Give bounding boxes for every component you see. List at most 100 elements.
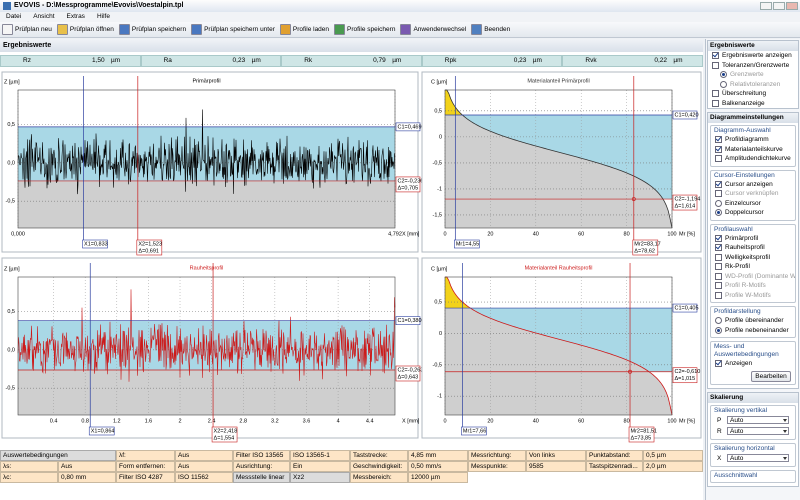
condition-cell: λf: bbox=[116, 450, 175, 461]
dropdown[interactable]: Auto bbox=[727, 454, 789, 462]
param-cell: Rk 0,79 µm bbox=[281, 55, 422, 67]
section-header: Diagrammeinstellungen bbox=[708, 113, 798, 123]
chart-title: Rauheitsprofil bbox=[190, 265, 224, 271]
condition-cell: Xz2 bbox=[290, 472, 350, 483]
checkbox-option[interactable]: Welligkeitsprofil bbox=[711, 253, 795, 263]
checkbox-option[interactable]: Primärprofil bbox=[711, 234, 795, 244]
x-tick-label: 3.2 bbox=[271, 418, 279, 424]
condition-cell: Geschwindigkeit: bbox=[350, 461, 408, 472]
checkbox-option[interactable]: Rk-Profil bbox=[711, 262, 795, 272]
chart-title: Materialanteil Primärprofil bbox=[527, 78, 589, 84]
condition-cell: Aus bbox=[175, 450, 233, 461]
y-tick-label: -1,5 bbox=[433, 212, 442, 218]
group-title: Diagramm-Auswahl bbox=[714, 127, 771, 134]
x-tick-label: 0,000 bbox=[11, 231, 25, 237]
cursor-label-box bbox=[672, 110, 698, 120]
toolbar-button[interactable]: Anwenderwechsel bbox=[400, 24, 466, 35]
close-button[interactable] bbox=[786, 2, 798, 10]
checkbox-option[interactable]: Cursor anzeigen bbox=[711, 180, 795, 190]
y-tick-label: 0,5 bbox=[7, 309, 15, 315]
settings-group: Diagramm-Auswahl Profildiagramm Materialan… bbox=[710, 125, 796, 167]
checkbox bbox=[712, 61, 719, 69]
checkbox-option[interactable]: Anzeigen bbox=[711, 359, 795, 369]
cursor-label-box bbox=[672, 303, 698, 313]
material-area bbox=[445, 90, 672, 228]
param-cell: Rvk 0,22 µm bbox=[562, 55, 703, 67]
condition-cell: 4,85 mm bbox=[408, 450, 468, 461]
y-tick-label: 0,5 bbox=[434, 300, 442, 306]
condition-cell: 0,80 mm bbox=[58, 472, 116, 483]
radio-option[interactable]: Profile nebeneinander bbox=[711, 326, 795, 336]
settings-group: Ausschnittwahl bbox=[710, 469, 796, 483]
condition-cell: ISO 11562 bbox=[175, 472, 233, 483]
x-tick-label: 40 bbox=[533, 231, 539, 237]
scale-row: R Auto bbox=[711, 426, 795, 437]
cursor-label-box bbox=[395, 122, 421, 132]
checkbox-option[interactable]: Materialanteilskurve bbox=[711, 145, 795, 155]
toolbar-button[interactable]: Prüfplan öffnen bbox=[56, 24, 114, 35]
menu-item[interactable]: Ansicht bbox=[33, 13, 55, 20]
radio-option[interactable]: Profile übereinander bbox=[711, 316, 795, 326]
option-label: Balkenanzeige bbox=[722, 99, 765, 107]
cursor-delta-label: Δ=78,62 bbox=[634, 248, 655, 254]
toolbar-label: Profile laden bbox=[292, 26, 330, 33]
plot-frame bbox=[17, 89, 396, 229]
toolbar-button[interactable]: Prüfplan neu bbox=[2, 24, 52, 35]
checkbox-option: WD-Profil (Dominante Welligkeit) bbox=[711, 272, 795, 282]
condition-cell: Filter ISO 13565 bbox=[233, 450, 290, 461]
y-tick-label: 0 bbox=[439, 331, 442, 337]
option-label: Anzeigen bbox=[725, 360, 753, 368]
cursor-label: C2=-1,194 bbox=[675, 196, 701, 202]
param-unit: µm bbox=[111, 57, 121, 64]
checkbox-option[interactable]: Balkenanzeige bbox=[708, 99, 798, 109]
minimize-button[interactable] bbox=[760, 2, 772, 10]
checkbox-option[interactable]: Überschreitung bbox=[708, 89, 798, 99]
cursor-label-box bbox=[136, 239, 163, 256]
checkbox-option[interactable]: Ergebniswerte anzeigen bbox=[708, 51, 798, 61]
checkbox-option[interactable]: Toleranzen/Grenzwerte bbox=[708, 61, 798, 71]
radio-option[interactable]: Einzelcursor bbox=[711, 199, 795, 209]
param-value: 0,79 bbox=[373, 57, 386, 64]
toolbar-button[interactable]: Prüfplan speichern unter bbox=[191, 24, 275, 35]
param-name: Rpk bbox=[444, 57, 457, 64]
checkbox bbox=[715, 244, 722, 252]
param-unit: µm bbox=[251, 57, 261, 64]
param-cell: Ra 0,23 µm bbox=[140, 55, 282, 67]
dropdown[interactable]: Auto bbox=[727, 416, 789, 424]
cursor-label-box bbox=[82, 239, 108, 249]
radio-option[interactable]: Doppelcursor bbox=[711, 208, 795, 218]
checkbox-option[interactable]: Rauheitsprofil bbox=[711, 243, 795, 253]
x-tick-label: 20 bbox=[487, 418, 493, 424]
menu-item[interactable]: Extras bbox=[66, 13, 85, 20]
cursor-label-box bbox=[88, 426, 115, 436]
toolbar-button[interactable]: Beenden bbox=[471, 24, 510, 35]
menu-item[interactable]: Hilfe bbox=[96, 13, 110, 20]
below-band bbox=[18, 180, 395, 228]
material-curve bbox=[445, 276, 673, 416]
group-title: Cursor-Einstellungen bbox=[714, 171, 775, 179]
condition-cell: Aus bbox=[58, 461, 116, 472]
radio-option: Grenzwerte bbox=[708, 70, 798, 80]
checkbox bbox=[715, 136, 722, 144]
toolbar-button[interactable]: Profile speichern bbox=[334, 24, 395, 35]
dropdown[interactable]: Auto bbox=[727, 427, 789, 435]
edit-button[interactable]: Bearbeiten bbox=[751, 370, 791, 382]
checkbox bbox=[712, 99, 719, 107]
checkbox-option[interactable]: Amplitudendichtekurve bbox=[711, 154, 795, 164]
chart-title: Materialanteil Rauheitsprofil bbox=[525, 265, 593, 271]
profile-line bbox=[17, 289, 396, 382]
condition-cell: 0,5 µm bbox=[643, 450, 703, 461]
sidebar-section: Skalierung Skalierung vertikal P Auto R Auto S… bbox=[707, 391, 799, 487]
toolbar-button[interactable]: Profile laden bbox=[279, 24, 330, 35]
toolbar-button[interactable]: Prüfplan speichern bbox=[118, 24, 186, 35]
y-tick-label: -0,5 bbox=[433, 160, 442, 166]
checkbox bbox=[715, 272, 722, 280]
charts: 0,50,0-0,50,000 4,792 X [mm]Z [µm] Primärpr… bbox=[1, 71, 702, 443]
cursor-label-box bbox=[395, 365, 421, 382]
checkbox-option[interactable]: Profildiagramm bbox=[711, 135, 795, 145]
param-value: 1,50 bbox=[91, 57, 105, 64]
menu-item[interactable]: Datei bbox=[6, 13, 22, 20]
param-cell: Rpk 0,23 µm bbox=[421, 55, 563, 67]
maximize-button[interactable] bbox=[773, 2, 785, 10]
y-tick-label: -1 bbox=[437, 186, 442, 192]
